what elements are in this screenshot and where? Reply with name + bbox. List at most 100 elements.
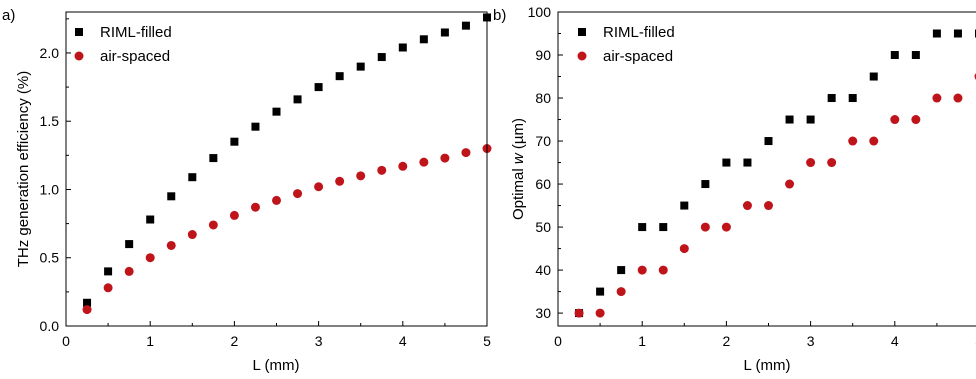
panel-b-point-riml-filled	[722, 158, 731, 167]
panel-b-point-riml-filled	[848, 94, 857, 103]
panel-label-a: a)	[2, 7, 15, 24]
panel-b-point-air-spaced	[679, 244, 689, 254]
panel-a-point-riml-filled	[419, 35, 428, 44]
panel-a-point-air-spaced	[103, 283, 113, 293]
panel-b-y-tick-label: 60	[535, 176, 551, 192]
panel-a-point-riml-filled	[188, 173, 197, 182]
panel-a-point-riml-filled	[461, 21, 470, 30]
panel-a-data-marks	[82, 13, 492, 315]
panel-a-point-air-spaced	[208, 220, 218, 230]
panel-b-legend-label-air-spaced: air-spaced	[603, 48, 673, 65]
panel-a-point-riml-filled	[293, 95, 302, 104]
panel-a-legend-label-riml-filled: RIML-filled	[100, 24, 172, 41]
panel-b-y-tick-label: 70	[535, 133, 551, 149]
panel-a-point-air-spaced	[461, 148, 471, 158]
panel-b-point-riml-filled	[638, 223, 647, 232]
panel-b-point-air-spaced	[848, 136, 858, 146]
panel-b-data-marks	[574, 29, 976, 318]
panel-a-x-tick-label: 1	[146, 333, 154, 349]
panel-a-x-axis-title: L (mm)	[253, 357, 300, 374]
panel-a-y-tick-label: 0.0	[40, 318, 60, 334]
panel-a-point-air-spaced	[356, 171, 366, 181]
panel-a-point-riml-filled	[440, 28, 449, 37]
panel-b-point-riml-filled	[827, 94, 836, 103]
panel-b-point-riml-filled	[659, 223, 668, 232]
panel-a-point-air-spaced	[82, 305, 92, 315]
panel-a-y-tick-label: 2.0	[40, 45, 60, 61]
panel-a-point-riml-filled	[314, 83, 323, 92]
panel-a-x-tick-label: 2	[231, 333, 239, 349]
chart-panel-a: a) 0 1 2 3 4 5 0.0 0.5 1.0 1.5 2.0 L (mm) THz gene…	[2, 7, 492, 374]
panel-a-point-riml-filled	[251, 122, 260, 131]
panel-a-point-air-spaced	[272, 195, 281, 205]
panel-a-legend: RIML-filled air-spaced	[74, 24, 172, 65]
panel-a-point-air-spaced	[377, 165, 387, 175]
panel-b-point-air-spaced	[911, 115, 921, 125]
panel-a-point-air-spaced	[166, 240, 176, 250]
panel-b-y-tick-label: 80	[535, 90, 551, 106]
panel-b-y-axis-title-variable: w	[510, 152, 527, 164]
panel-b-point-riml-filled	[806, 115, 815, 124]
panel-a-x-tick-label: 0	[62, 333, 70, 349]
panel-a-point-riml-filled	[230, 137, 239, 146]
panel-b-x-tick-label: 4	[891, 333, 899, 349]
panel-a-point-riml-filled	[209, 154, 218, 163]
panel-b-legend: RIML-filled air-spaced	[577, 24, 675, 65]
panel-a-point-air-spaced	[335, 176, 345, 186]
panel-a-point-air-spaced	[419, 157, 429, 167]
panel-a-ticks: 0 1 2 3 4 5 0.0 0.5 1.0 1.5 2.0	[40, 18, 491, 349]
panel-a-point-air-spaced	[398, 161, 408, 171]
panel-b-point-riml-filled	[701, 180, 710, 189]
panel-b-legend-label-riml-filled: RIML-filled	[603, 24, 675, 41]
panel-a-point-air-spaced	[229, 210, 239, 220]
panel-b-x-tick-label: 2	[723, 333, 731, 349]
panel-b-point-air-spaced	[953, 93, 963, 103]
panel-a-point-riml-filled	[272, 107, 281, 116]
panel-b-point-air-spaced	[637, 265, 647, 275]
panel-b-point-air-spaced	[574, 308, 584, 318]
panel-b-point-riml-filled	[890, 51, 899, 60]
panel-b-point-air-spaced	[764, 201, 773, 211]
panel-b-point-air-spaced	[785, 179, 795, 189]
panel-a-point-air-spaced	[293, 189, 303, 199]
panel-a-point-riml-filled	[356, 62, 365, 71]
panel-a-point-riml-filled	[398, 43, 407, 52]
panel-a-point-air-spaced	[187, 230, 197, 240]
panel-b-point-riml-filled	[911, 51, 920, 60]
panel-b-y-axis-title-suffix: (µm)	[510, 118, 527, 153]
panel-a-legend-marker-air-spaced	[74, 51, 84, 61]
panel-b-y-tick-label: 30	[535, 305, 551, 321]
panel-a-y-tick-label: 0.5	[40, 250, 60, 266]
panel-a-point-air-spaced	[314, 182, 324, 192]
panel-a-y-tick-label: 1.0	[40, 181, 60, 197]
panel-a-x-tick-label: 4	[399, 333, 407, 349]
panel-b-y-tick-label: 50	[535, 219, 551, 235]
panel-a-legend-label-air-spaced: air-spaced	[100, 48, 170, 65]
panel-b-legend-marker-riml-filled	[578, 28, 586, 36]
panel-b-point-air-spaced	[890, 115, 900, 125]
panel-b-point-riml-filled	[680, 201, 689, 210]
panel-b-point-riml-filled	[785, 115, 794, 124]
panel-a-point-riml-filled	[167, 192, 176, 201]
panel-a-legend-marker-riml-filled	[75, 28, 83, 36]
panel-a-point-air-spaced	[440, 153, 450, 163]
panel-a-point-riml-filled	[125, 240, 134, 249]
panel-b-point-air-spaced	[932, 93, 942, 103]
panel-a-x-tick-label: 5	[483, 333, 491, 349]
panel-a-point-riml-filled	[83, 298, 92, 307]
panel-b-x-tick-label: 3	[807, 333, 815, 349]
panel-a-y-tick-label: 1.5	[40, 113, 60, 129]
panel-a-point-riml-filled	[104, 267, 113, 276]
panel-b-point-riml-filled	[743, 158, 752, 167]
panel-b-point-riml-filled	[596, 287, 605, 296]
panel-b-x-tick-label: 1	[638, 333, 646, 349]
panel-b-point-riml-filled	[617, 266, 626, 275]
panel-label-b: b)	[493, 7, 506, 24]
panel-b-point-air-spaced	[869, 136, 879, 146]
panel-b-x-tick-label: 0	[554, 333, 562, 349]
panel-b-point-air-spaced	[827, 158, 837, 168]
panel-b-point-riml-filled	[953, 29, 962, 38]
panel-b-point-riml-filled	[932, 29, 941, 38]
panel-a-point-air-spaced	[124, 266, 134, 276]
